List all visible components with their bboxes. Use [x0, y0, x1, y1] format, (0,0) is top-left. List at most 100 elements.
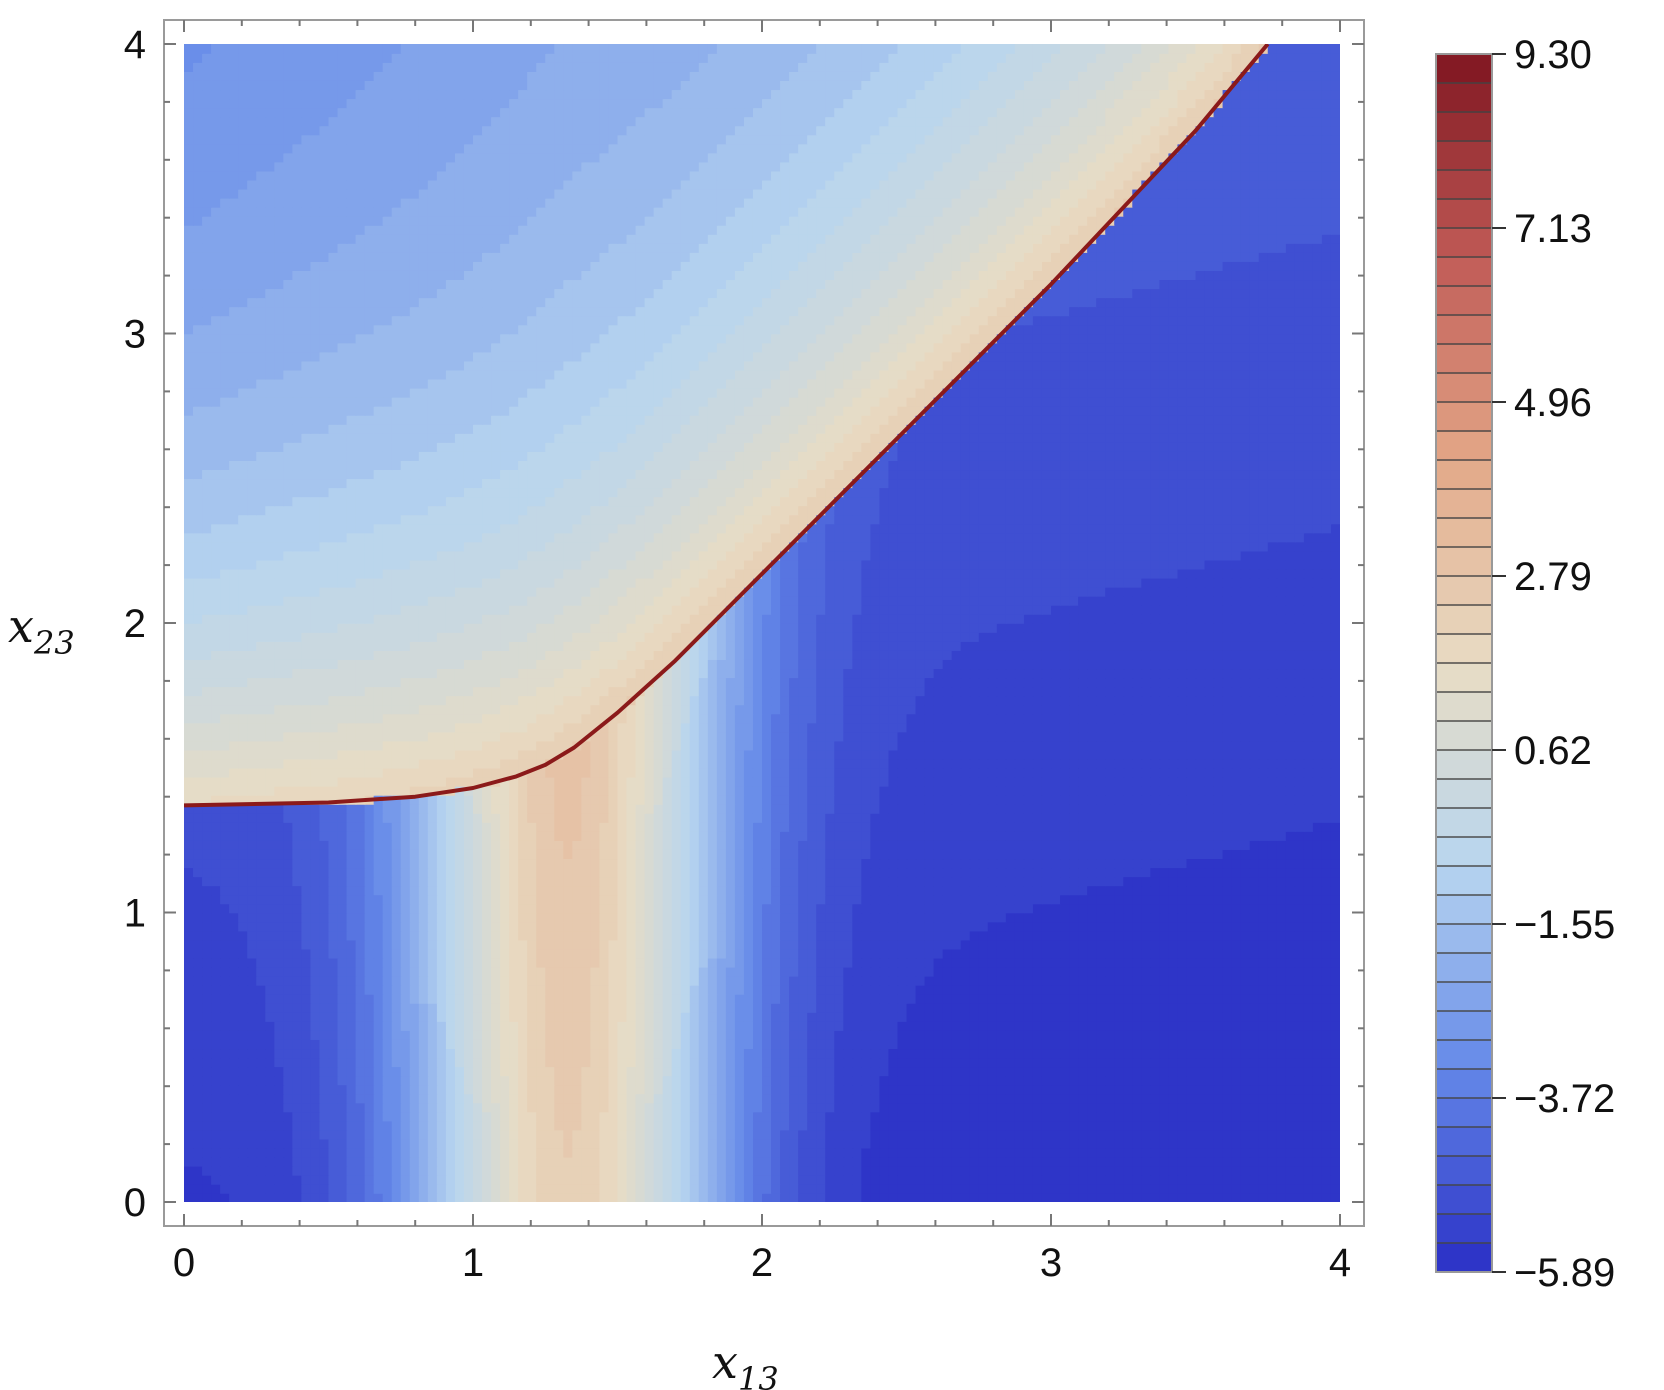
heat-cell: [1294, 1012, 1305, 1022]
heat-cell: [572, 1002, 583, 1013]
heat-cell: [1330, 1165, 1340, 1176]
heat-cell: [473, 1030, 483, 1040]
heat-cell: [1078, 966, 1088, 977]
heat-cell: [301, 1030, 312, 1040]
heat-cell: [1023, 885, 1034, 896]
heat-cell: [436, 921, 447, 932]
heat-cell: [906, 921, 917, 932]
heat-cell: [825, 966, 836, 977]
heat-cell: [184, 1147, 194, 1158]
heat-cell: [689, 885, 700, 896]
heat-cell: [256, 1183, 267, 1194]
heat-cell: [545, 885, 556, 896]
heat-cell: [373, 993, 384, 1004]
heat-cell: [852, 1084, 863, 1095]
heat-cell: [1114, 1192, 1125, 1202]
heat-cell: [1114, 849, 1125, 860]
heat-cell: [1294, 903, 1305, 914]
heat-cell: [780, 912, 790, 923]
heat-cell: [1285, 912, 1296, 923]
heat-cell: [1294, 876, 1305, 887]
heat-cell: [283, 912, 294, 923]
heat-cell: [1177, 903, 1188, 914]
heat-cell: [1105, 1075, 1116, 1086]
heat-cell: [256, 1111, 267, 1122]
heat-cell: [933, 957, 944, 968]
heat-cell: [1005, 930, 1016, 941]
heat-cell: [807, 1129, 817, 1140]
heat-cell: [1014, 885, 1025, 896]
heat-cell: [590, 1084, 601, 1095]
heat-cell: [220, 1174, 230, 1185]
heat-cell: [247, 975, 258, 986]
heat-cell: [1132, 1039, 1143, 1050]
heat-cell: [698, 849, 709, 860]
heat-cell: [906, 1057, 917, 1068]
heat-cell: [500, 1084, 510, 1095]
heat-cell: [1105, 1030, 1116, 1040]
heat-cell: [1195, 1021, 1206, 1031]
heat-cell: [825, 1039, 836, 1050]
heat-cell: [1249, 885, 1260, 896]
heat-cell: [220, 849, 230, 860]
heat-cell: [1032, 1129, 1043, 1140]
heat-cell: [482, 858, 492, 869]
heat-cell: [707, 1165, 718, 1176]
heat-cell: [1078, 894, 1088, 905]
heat-cell: [536, 1147, 547, 1158]
heat-cell: [1321, 1075, 1332, 1086]
heat-cell: [789, 1165, 799, 1176]
heat-cell: [337, 912, 348, 923]
heat-cell: [581, 876, 592, 887]
heat-cell: [725, 1147, 736, 1158]
heat-cell: [1312, 903, 1323, 914]
heat-cell: [888, 1138, 899, 1149]
heat-cell: [780, 849, 790, 860]
heat-cell: [1132, 1075, 1143, 1086]
heat-cell: [906, 1183, 917, 1194]
heat-cell: [536, 921, 547, 932]
heat-cell: [581, 849, 592, 860]
heat-cell: [337, 1138, 348, 1149]
heat-cell: [436, 984, 447, 995]
heat-cell: [319, 948, 330, 959]
heat-cell: [951, 1021, 962, 1031]
heat-cell: [1231, 1192, 1242, 1202]
heat-cell: [626, 948, 637, 959]
heat-cell: [680, 1147, 691, 1158]
heat-cell: [1150, 993, 1161, 1004]
heat-cell: [527, 1111, 538, 1122]
heat-cell: [843, 885, 854, 896]
heat-cell: [1087, 867, 1097, 878]
heat-cell: [1195, 1002, 1206, 1013]
heat-cell: [1294, 885, 1305, 896]
heat-cell: [454, 1030, 465, 1040]
heat-cell: [1105, 1156, 1116, 1167]
heat-cell: [211, 948, 221, 959]
heat-cell: [1051, 966, 1061, 977]
heat-cell: [1087, 876, 1097, 887]
heat-cell: [1123, 858, 1134, 869]
heat-cell: [572, 921, 583, 932]
heat-cell: [1249, 858, 1260, 869]
heat-cell: [816, 858, 827, 869]
heat-cell: [635, 1030, 646, 1040]
heat-cell: [572, 1120, 583, 1131]
heat-cell: [310, 984, 321, 995]
heat-cell: [400, 1030, 411, 1040]
heat-cell: [1087, 1048, 1097, 1059]
heat-cell: [436, 1120, 447, 1131]
heat-cell: [1285, 867, 1296, 878]
heat-cell: [346, 984, 357, 995]
heat-cell: [346, 1129, 357, 1140]
heat-cell: [1276, 849, 1287, 860]
heat-cell: [1276, 858, 1287, 869]
heat-cell: [608, 1147, 619, 1158]
heat-cell: [1114, 876, 1125, 887]
heat-cell: [1078, 912, 1088, 923]
heat-cell: [1330, 1174, 1340, 1185]
heat-cell: [1150, 966, 1161, 977]
heat-cell: [473, 876, 483, 887]
heat-cell: [337, 957, 348, 968]
heat-cell: [716, 903, 727, 914]
